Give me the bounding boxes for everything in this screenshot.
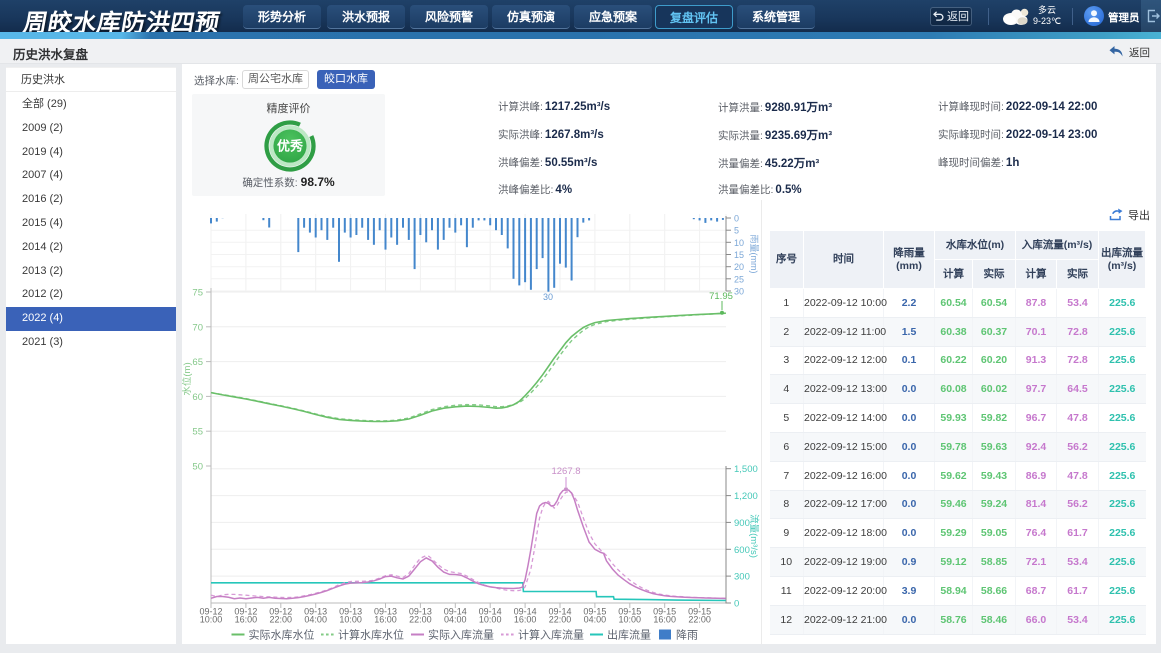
svg-text:流量(m³/s): 流量(m³/s) <box>748 514 760 558</box>
svg-text:55: 55 <box>192 427 203 438</box>
svg-text:22:00: 22:00 <box>270 615 293 625</box>
svg-text:30: 30 <box>543 292 553 302</box>
svg-text:10:00: 10:00 <box>619 615 642 625</box>
svg-text:09-15: 09-15 <box>688 607 711 617</box>
svg-text:16:00: 16:00 <box>235 615 258 625</box>
svg-text:0: 0 <box>734 214 739 224</box>
svg-text:09-15: 09-15 <box>583 607 606 617</box>
svg-text:75: 75 <box>192 288 203 299</box>
svg-text:900: 900 <box>734 518 750 529</box>
svg-text:09-12: 09-12 <box>199 607 222 617</box>
svg-text:60: 60 <box>192 392 203 403</box>
svg-text:22:00: 22:00 <box>409 615 432 625</box>
svg-text:雨量(mm): 雨量(mm) <box>749 235 759 274</box>
svg-text:04:00: 04:00 <box>584 615 607 625</box>
svg-text:300: 300 <box>734 572 750 583</box>
svg-text:09-13: 09-13 <box>339 607 362 617</box>
svg-text:25: 25 <box>734 274 744 284</box>
svg-text:65: 65 <box>192 357 203 368</box>
svg-text:09-14: 09-14 <box>479 607 502 617</box>
svg-text:1,500: 1,500 <box>734 464 758 475</box>
svg-text:降雨: 降雨 <box>676 628 698 642</box>
svg-text:09-13: 09-13 <box>374 607 397 617</box>
svg-text:计算水库水位: 计算水库水位 <box>338 628 404 642</box>
svg-text:09-12: 09-12 <box>234 607 257 617</box>
svg-text:优秀: 优秀 <box>277 139 304 154</box>
svg-text:1267.8: 1267.8 <box>551 466 580 477</box>
svg-text:600: 600 <box>734 545 750 556</box>
svg-text:30: 30 <box>734 287 744 297</box>
svg-text:09-14: 09-14 <box>444 607 467 617</box>
svg-text:5: 5 <box>734 226 739 236</box>
svg-text:水位(m): 水位(m) <box>182 362 193 395</box>
svg-text:16:00: 16:00 <box>374 615 397 625</box>
svg-text:1,200: 1,200 <box>734 491 758 502</box>
svg-text:10:00: 10:00 <box>479 615 502 625</box>
svg-text:22:00: 22:00 <box>549 615 572 625</box>
svg-text:09-15: 09-15 <box>653 607 676 617</box>
svg-text:实际水库水位: 实际水库水位 <box>249 628 315 642</box>
svg-text:70: 70 <box>192 322 203 333</box>
svg-text:50: 50 <box>192 462 203 473</box>
svg-text:0: 0 <box>734 599 739 610</box>
svg-text:16:00: 16:00 <box>514 615 537 625</box>
svg-text:10:00: 10:00 <box>200 615 223 625</box>
svg-text:09-15: 09-15 <box>618 607 641 617</box>
svg-text:实际入库流量: 实际入库流量 <box>428 628 494 642</box>
svg-text:71.95: 71.95 <box>709 291 733 302</box>
svg-text:出库流量: 出库流量 <box>607 628 651 642</box>
svg-text:20: 20 <box>734 262 744 272</box>
svg-text:16:00: 16:00 <box>653 615 676 625</box>
svg-text:09-14: 09-14 <box>548 607 571 617</box>
svg-text:计算入库流量: 计算入库流量 <box>518 628 584 642</box>
svg-text:04:00: 04:00 <box>304 615 327 625</box>
svg-text:15: 15 <box>734 250 744 260</box>
svg-text:09-13: 09-13 <box>409 607 432 617</box>
svg-text:09-12: 09-12 <box>269 607 292 617</box>
svg-text:09-14: 09-14 <box>514 607 537 617</box>
svg-text:10: 10 <box>734 238 744 248</box>
svg-text:09-13: 09-13 <box>304 607 327 617</box>
svg-text:04:00: 04:00 <box>444 615 467 625</box>
svg-text:10:00: 10:00 <box>339 615 362 625</box>
svg-text:22:00: 22:00 <box>688 615 711 625</box>
